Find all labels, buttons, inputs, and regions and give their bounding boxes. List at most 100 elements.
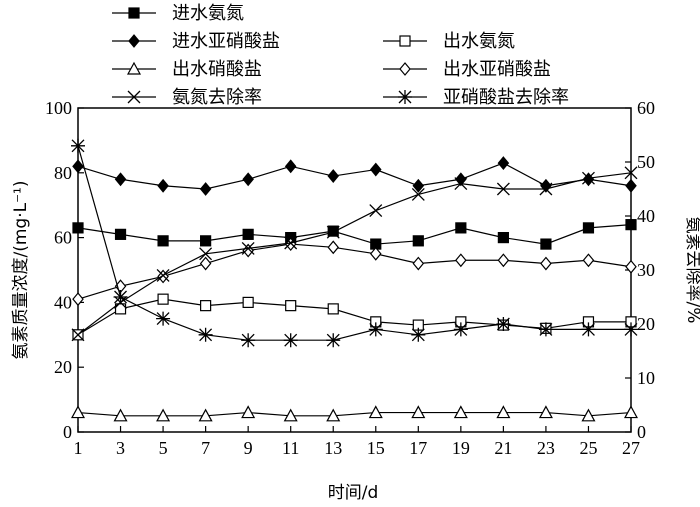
data-point — [369, 204, 383, 218]
data-point — [540, 256, 552, 271]
data-point — [72, 222, 84, 234]
data-point — [540, 238, 552, 250]
data-point — [369, 162, 382, 177]
series-line — [77, 243, 632, 300]
legend-label: 亚硝酸盐去除率 — [443, 87, 569, 108]
legend-marker — [127, 90, 141, 104]
legend-marker — [128, 34, 140, 48]
data-point — [200, 235, 212, 247]
data-point — [157, 293, 169, 305]
y-axis-title-right: 氨素去除率/% — [683, 217, 700, 324]
data-point — [70, 405, 86, 419]
series-line — [77, 298, 631, 336]
x-tick-label: 5 — [159, 438, 168, 458]
series-5 — [72, 237, 637, 307]
data-point — [113, 408, 128, 422]
x-tick-label: 23 — [537, 438, 555, 458]
legend-label: 氨氮去除率 — [172, 87, 262, 108]
data-point — [582, 253, 595, 268]
data-point — [283, 408, 298, 422]
data-point — [411, 405, 426, 419]
data-point — [200, 300, 212, 312]
data-point — [581, 408, 596, 422]
legend-label: 进水氨氮 — [172, 3, 244, 24]
plot-frame — [77, 107, 632, 433]
data-point — [199, 256, 212, 271]
data-point — [538, 322, 553, 337]
data-point — [496, 317, 511, 331]
data-point — [199, 182, 212, 196]
data-point — [453, 405, 468, 419]
data-point — [411, 327, 426, 342]
data-point — [114, 172, 127, 187]
legend-item: 进水亚硝酸盐 — [112, 31, 280, 52]
data-point — [412, 256, 425, 271]
data-point — [242, 228, 254, 240]
data-point — [326, 333, 341, 348]
y-tick-label: 60 — [54, 228, 72, 248]
x-tick-label: 3 — [116, 438, 125, 458]
data-point — [623, 405, 639, 419]
series-7 — [71, 138, 638, 348]
data-point — [455, 253, 467, 268]
x-tick-label: 27 — [622, 438, 640, 458]
series-1 — [72, 219, 637, 250]
data-point — [496, 182, 510, 196]
data-point — [496, 405, 511, 419]
legend-label: 出水硝酸盐 — [172, 59, 262, 80]
legend-item: 亚硝酸盐去除率 — [383, 87, 569, 108]
y2-tick-label: 60 — [637, 98, 655, 118]
data-point — [327, 303, 339, 315]
data-point — [241, 405, 256, 419]
data-point — [242, 243, 254, 258]
legend-marker — [126, 61, 142, 75]
y-tick-label: 20 — [54, 357, 72, 377]
data-point — [582, 171, 595, 185]
data-point — [539, 182, 553, 196]
data-point — [198, 327, 213, 342]
data-point — [157, 178, 169, 193]
x-tick-label: 19 — [452, 438, 470, 458]
data-point — [497, 253, 510, 268]
x-tick-label: 21 — [494, 438, 512, 458]
data-point — [113, 290, 128, 304]
data-point — [581, 322, 596, 337]
y-tick-label: 0 — [63, 422, 72, 442]
data-point — [497, 232, 509, 244]
data-point — [455, 222, 467, 234]
data-point — [625, 259, 637, 274]
data-point — [412, 178, 425, 193]
data-point — [582, 222, 595, 234]
data-point — [241, 333, 256, 348]
data-point — [625, 219, 637, 231]
series-4 — [70, 405, 639, 422]
data-point — [114, 228, 127, 240]
legend-label: 出水亚硝酸盐 — [443, 59, 551, 80]
y2-tick-label: 0 — [637, 422, 646, 442]
y-axis-title-left: 氨素质量浓度/(mg·L⁻¹) — [11, 180, 31, 359]
x-tick-label: 13 — [324, 438, 342, 458]
series-3 — [72, 293, 637, 341]
y2-tick-label: 40 — [637, 206, 655, 226]
data-point — [242, 172, 254, 187]
legend-marker — [399, 62, 411, 76]
data-point — [327, 240, 340, 255]
legend-label: 出水氨氮 — [443, 31, 515, 52]
data-point — [71, 328, 85, 342]
x-tick-label: 7 — [201, 438, 210, 458]
data-point — [241, 241, 255, 255]
series-line — [77, 224, 632, 245]
data-point — [327, 169, 340, 183]
data-point — [284, 236, 298, 250]
legend-item: 出水硝酸盐 — [112, 59, 262, 80]
data-point — [156, 311, 171, 326]
x-tick-label: 15 — [367, 438, 385, 458]
x-axis-title: 时间/d — [328, 483, 379, 503]
x-tick-label: 25 — [579, 438, 597, 458]
legend-marker — [398, 90, 412, 104]
data-point — [285, 300, 297, 312]
data-point — [368, 405, 383, 419]
data-point — [497, 156, 510, 171]
series-2 — [72, 156, 637, 196]
